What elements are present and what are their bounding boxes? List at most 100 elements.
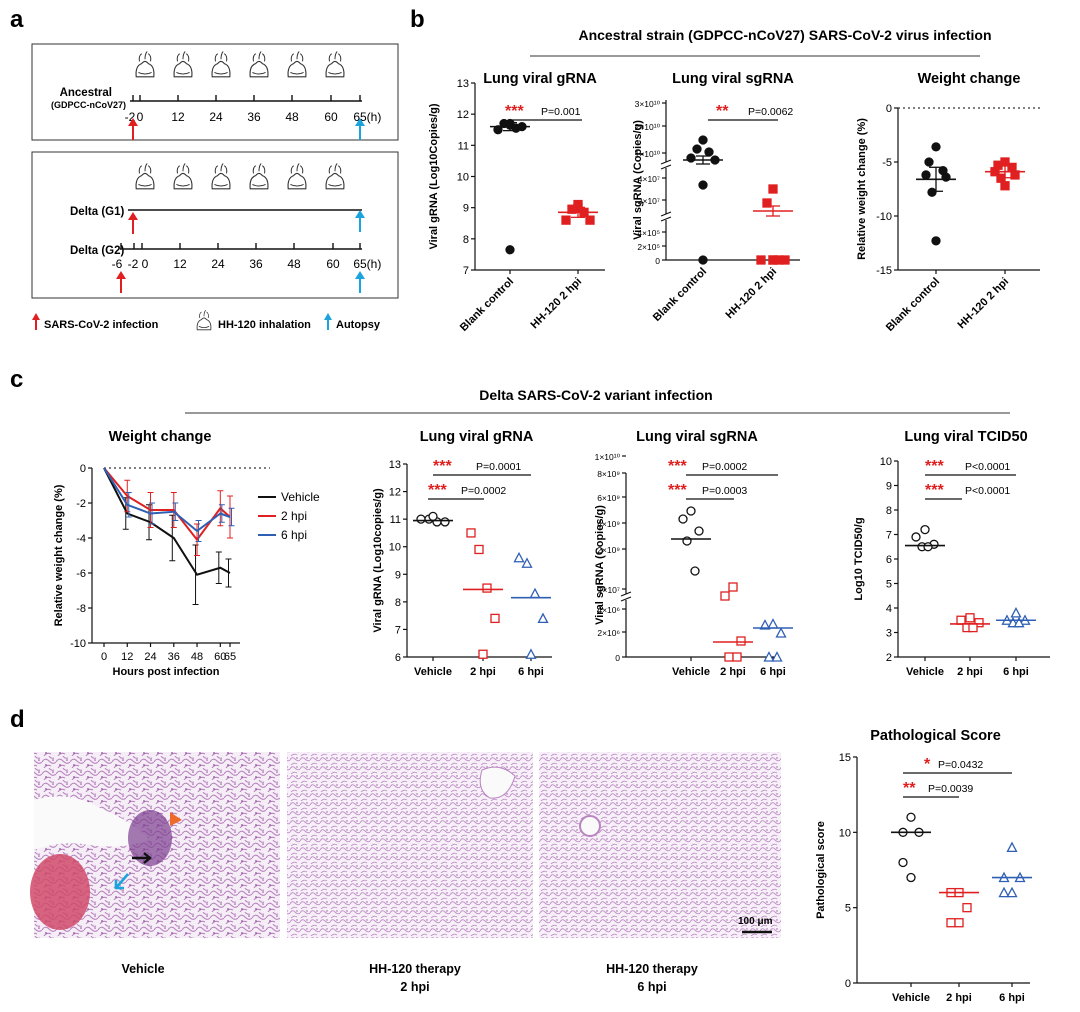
y-tick-label: 0: [655, 256, 660, 266]
infection-arrow: [128, 118, 138, 140]
x-tick-label: 65: [224, 651, 236, 663]
data-point: [529, 587, 541, 599]
infection-arrow: [116, 271, 126, 293]
blood-vessel: [30, 854, 90, 930]
panel-letter-a: a: [10, 6, 24, 33]
data-point: [911, 532, 921, 542]
y-tick-label: 4×10⁹: [597, 519, 620, 529]
mouth-line: [138, 71, 152, 75]
chart-title: Lung viral sgRNA: [636, 429, 758, 445]
data-point: [704, 147, 714, 157]
y-tick-label: 2×10¹⁰: [635, 122, 661, 132]
caption-vehicle: Vehicle: [121, 962, 164, 976]
data-point: [686, 506, 696, 516]
delta-g1-label: Delta (G1): [70, 206, 124, 218]
timeline-tick-label: 60: [324, 110, 338, 124]
data-point: [466, 528, 476, 538]
x-category-label: Vehicle: [892, 992, 930, 1004]
y-tick-label: 6: [886, 554, 892, 566]
data-point: [906, 812, 916, 822]
significance-stars: **: [716, 103, 729, 120]
chart-c4: Lung viral TCID50 2 3 4 5 6 7 8 9 10 Log10 TCID50/…: [853, 429, 1050, 678]
data-point: [1006, 886, 1018, 898]
p-value: P=0.0002: [461, 485, 506, 497]
data-point: [698, 135, 708, 145]
y-tick-label: 8: [886, 505, 892, 517]
series-line: [103, 467, 231, 542]
data-point: [585, 215, 595, 225]
data-point: [1013, 616, 1025, 628]
y-tick-label: 2×10⁷: [638, 196, 660, 206]
y-tick-label: -8: [76, 603, 86, 615]
caption-6hpi-line1: HH-120 therapy: [606, 962, 698, 976]
chart-b2: Lung viral sgRNA 0 2×10⁵ 4×10⁵ 2×10⁷ 4×10⁷ 1×1…: [632, 71, 800, 324]
data-point: [924, 157, 934, 167]
caption-6hpi-line2: 6 hpi: [637, 980, 666, 994]
y-axis-label: Relative weight change (%): [856, 118, 868, 260]
nose-outline: [211, 60, 231, 78]
y-axis-label: Viral sgRNA (Copies/g): [632, 120, 644, 240]
y-tick-label: 8: [463, 234, 469, 246]
data-point: [946, 918, 956, 928]
ancestral-label: Ancestral: [60, 87, 112, 99]
data-point: [698, 255, 708, 265]
axis-break-mark: [620, 596, 632, 602]
data-point: [428, 511, 438, 522]
data-point: [906, 872, 916, 883]
nose-outline: [325, 172, 345, 190]
y-tick-label: 12: [389, 487, 401, 499]
data-point: [513, 551, 525, 563]
significance-stars: ***: [433, 458, 452, 475]
significance-stars: ***: [925, 482, 944, 499]
y-tick-label: 7: [395, 624, 401, 636]
legend-label: 2 hpi: [281, 509, 307, 523]
y-tick-label: -2: [76, 498, 86, 510]
data-point: [759, 619, 771, 630]
x-category-label: Vehicle: [906, 666, 944, 678]
timeline-tick-label: 48: [287, 257, 301, 271]
data-point: [768, 184, 778, 194]
x-category-label: 6 hpi: [1003, 666, 1029, 678]
data-point: [974, 618, 984, 628]
data-point: [762, 198, 772, 208]
axis-break: [662, 214, 670, 220]
panel-c-title: Delta SARS-CoV-2 variant infection: [479, 387, 712, 403]
inhalation-icon: [287, 51, 307, 78]
timeline-tick-label: 60: [326, 257, 340, 271]
data-point: [1007, 162, 1017, 173]
y-tick-label: 0: [615, 653, 620, 663]
timeline-tick-label: 0: [142, 257, 149, 271]
airway-lumen: [34, 796, 150, 850]
timeline-tick-label: -2: [128, 257, 139, 271]
series-line: [103, 467, 231, 533]
y-tick-label: 2: [886, 652, 892, 664]
y-tick-label: 10: [839, 827, 851, 839]
data-point: [1000, 181, 1010, 191]
data-point: [927, 187, 937, 197]
data-point: [767, 618, 779, 629]
data-point: [998, 886, 1010, 898]
inhalation-icon: [173, 163, 193, 190]
y-tick-label: 0: [80, 463, 86, 475]
timeline-tick-label: 65: [353, 257, 367, 271]
y-tick-label: -15: [876, 265, 892, 277]
panel-d-micrographs: 100 μm: [30, 752, 781, 938]
mouth-line: [214, 183, 228, 187]
axis-break: [622, 594, 630, 600]
p-value: P=0.0039: [928, 783, 973, 795]
panel-letter-c: c: [10, 366, 23, 393]
nose-outline: [287, 60, 307, 78]
data-point: [962, 903, 972, 913]
x-category-label: 6 hpi: [999, 992, 1025, 1004]
timeline-tick-label: 65: [353, 110, 367, 124]
timeline-tick-label: 12: [171, 110, 185, 124]
significance-stars: *: [924, 756, 931, 773]
axis-break: [662, 162, 670, 168]
chart-title: Lung viral TCID50: [904, 429, 1027, 445]
timeline-tick-label: 36: [247, 110, 261, 124]
p-value: P=0.001: [541, 106, 581, 118]
inhalation-icon: [173, 51, 193, 78]
p-value: P<0.0001: [965, 485, 1010, 497]
data-point: [698, 180, 708, 190]
nose-outline: [249, 60, 269, 78]
